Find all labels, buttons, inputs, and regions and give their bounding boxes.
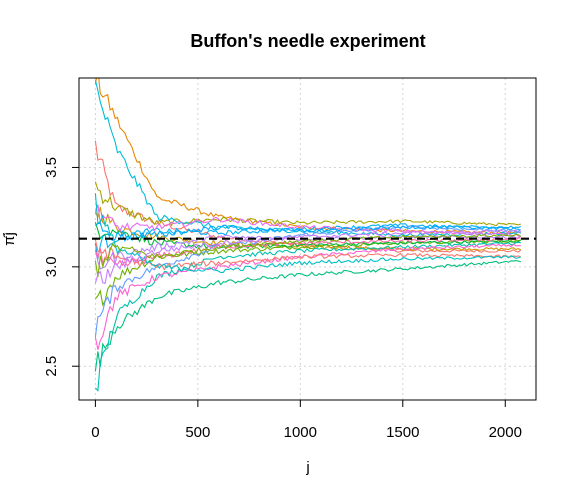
series-line (94, 243, 521, 350)
x-tick-label: 500 (185, 424, 210, 441)
series-line (94, 260, 521, 372)
y-axis: 2.5 3.0 3.5 (43, 157, 79, 377)
series-line (94, 225, 522, 338)
series-line (94, 181, 521, 227)
series-line (94, 233, 522, 278)
series-line (95, 241, 521, 392)
y-tick-label: 3.5 (43, 157, 60, 178)
series-line (95, 222, 522, 243)
x-axis: 0 500 1000 1500 2000 (91, 400, 522, 441)
series-line (94, 229, 521, 284)
series-line (94, 80, 522, 237)
x-tick-label: 0 (91, 424, 99, 441)
x-tick-label: 2000 (489, 424, 522, 441)
chart-title: Buffon's needle experiment (190, 31, 425, 51)
series-layer (94, 78, 522, 392)
series-line (94, 222, 522, 250)
x-axis-label: j (305, 459, 309, 476)
x-tick-label: 1500 (386, 424, 419, 441)
y-axis-label: π̂j (1, 232, 18, 246)
y-tick-label: 3.0 (43, 256, 60, 277)
series-line (94, 204, 521, 237)
series-line (94, 78, 521, 235)
x-tick-label: 1000 (284, 424, 317, 441)
y-tick-label: 2.5 (43, 356, 60, 377)
plot-frame (78, 77, 537, 401)
series-line (94, 140, 522, 253)
series-line (94, 193, 522, 274)
